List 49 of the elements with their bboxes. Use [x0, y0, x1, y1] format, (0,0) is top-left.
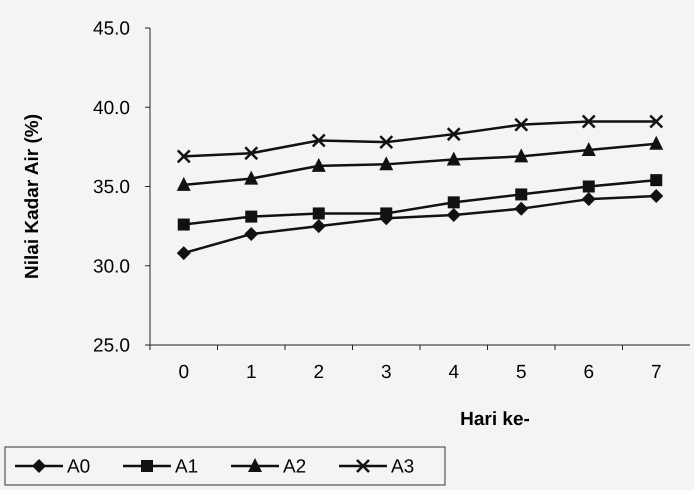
point: [312, 207, 325, 220]
x-axis-title: Hari ke-: [460, 409, 530, 430]
point: [649, 136, 664, 150]
point: [582, 114, 596, 129]
x-tick-label: 3: [380, 362, 392, 383]
x-tick-label: 4: [448, 362, 460, 383]
point: [446, 152, 461, 166]
point: [244, 227, 258, 242]
point: [176, 149, 191, 164]
x-tick-label: 0: [178, 362, 190, 383]
y-tick-label: 35.0: [93, 177, 130, 198]
y-tick-label: 40.0: [93, 98, 130, 119]
x-tick-label: 7: [650, 362, 662, 383]
point: [312, 133, 326, 148]
point: [176, 176, 191, 191]
point: [379, 134, 394, 150]
point: [514, 148, 528, 162]
y-axis-title: Nilai Kadar Air (%): [22, 114, 43, 280]
legend-label: A2: [283, 456, 306, 478]
point: [582, 180, 595, 192]
point: [649, 114, 664, 129]
y-tick-label: 45.0: [93, 18, 130, 40]
point: [446, 126, 461, 142]
legend-label: A3: [391, 456, 414, 478]
legend-label: A1: [175, 456, 198, 478]
legend-label: A0: [67, 456, 90, 478]
x-tick-label: 2: [313, 362, 324, 383]
point: [514, 202, 528, 216]
point: [582, 142, 596, 156]
point: [312, 158, 326, 172]
point: [514, 117, 528, 132]
point: [649, 189, 664, 204]
point: [515, 188, 528, 200]
point: [312, 219, 326, 234]
point: [245, 210, 258, 223]
point: [379, 156, 394, 170]
point: [244, 170, 258, 185]
y-tick-label: 30.0: [93, 256, 130, 278]
x-tick-label: 5: [516, 362, 527, 383]
point: [446, 208, 461, 222]
y-tick-label: 25.0: [93, 336, 130, 357]
point: [244, 146, 258, 160]
x-tick-label: 6: [583, 362, 594, 383]
point: [176, 246, 191, 260]
point: [178, 218, 190, 231]
point: [582, 192, 596, 206]
point: [650, 174, 662, 186]
x-tick-label: 1: [246, 362, 257, 383]
point: [448, 196, 460, 208]
